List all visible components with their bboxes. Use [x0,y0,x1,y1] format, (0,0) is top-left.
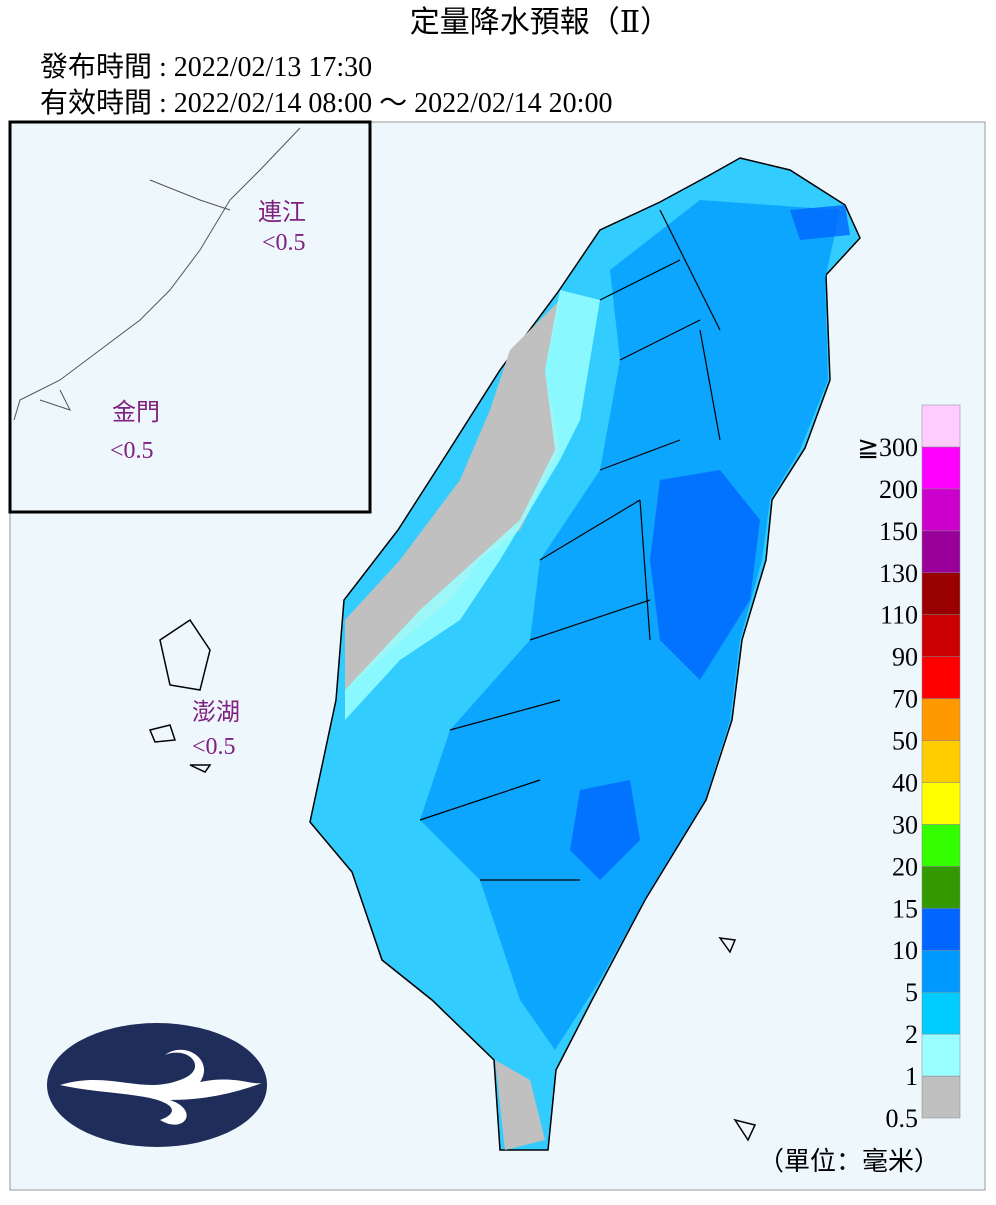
legend-label: 150 [879,517,918,546]
region-value: <0.5 [262,230,306,256]
legend-label: 10 [892,936,918,965]
penghu [148,618,212,773]
region-name: 金門 [112,399,160,426]
legend-swatch [921,1033,961,1077]
issued-time: 發布時間 : 2022/02/13 17:30 [40,51,372,83]
legend-label: 20 [892,852,918,881]
legend-label: ≧300 [857,433,918,462]
taiwan-dark-blue [570,205,850,880]
legend-label: 0.5 [886,1104,919,1133]
taiwan-light [345,290,600,720]
legend-swatch [921,404,961,448]
logo-mark [60,1049,262,1125]
legend-swatch [921,908,961,951]
legend-swatch [921,446,961,490]
legend-label: 130 [879,559,918,588]
legend-swatch [921,866,961,909]
title: 定量降水預報（Ⅱ） [410,6,670,39]
legend-swatch [921,488,961,532]
region-value: <0.5 [110,438,154,464]
legend-swatch [921,698,961,741]
region-name: 連江 [258,199,306,226]
legend-swatch [921,991,961,1035]
county-borders [419,209,721,881]
legend-label: 5 [905,978,918,1007]
legend-swatch [921,656,961,699]
inset-frame [8,120,372,514]
legend-label: 110 [880,601,918,630]
taiwan-gray [345,300,560,690]
legend-label: 30 [892,810,918,839]
inset-coast [13,127,301,421]
unit-label: （單位：毫米） [758,1147,940,1176]
legend-swatch [921,740,961,783]
legend-label: 15 [892,894,918,923]
legend: 0.5 1 2 5 10 15 20 30 40 50 70 90 110 130 150 200 ≧300 [857,404,961,1133]
legend-label: 40 [892,768,918,797]
inset-coast-detail [39,179,231,411]
legend-label: 2 [905,1020,918,1049]
legend-label: 70 [892,685,918,714]
legend-swatch [921,572,961,615]
region-name: 澎湖 [192,699,240,726]
legend-label: 200 [879,475,918,504]
legend-swatch [921,824,961,867]
legend-swatch [921,1075,961,1119]
legend-label: 90 [892,643,918,672]
legend-swatch [921,949,961,993]
legend-swatch [921,782,961,825]
taiwan-gray-south [495,1060,545,1150]
taiwan-blue [420,200,840,1050]
islets [718,937,757,1142]
legend-swatch [921,614,961,657]
legend-label: 1 [905,1062,918,1091]
legend-swatch [921,530,961,574]
region-value: <0.5 [192,734,236,760]
legend-label: 50 [892,727,918,756]
valid-time: 有效時間 : 2022/02/14 08:00 ～ 2022/02/14 20:… [40,87,612,119]
